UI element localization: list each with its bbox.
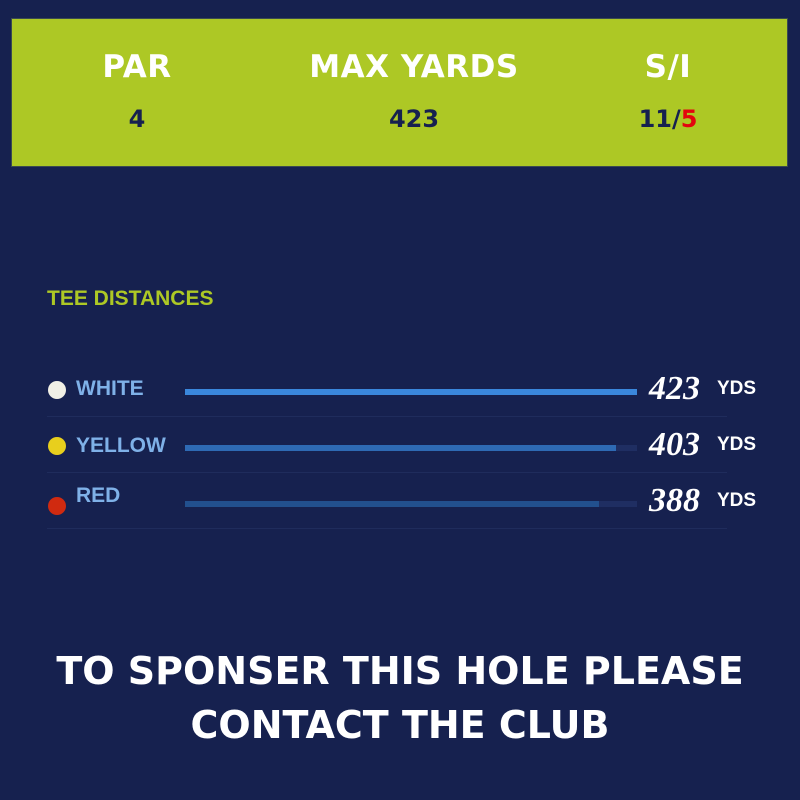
tee-distance: 423 [649, 370, 700, 407]
distance-bar-fill [185, 445, 616, 451]
hole-info-panel: PAR 4 MAX YARDS 423 S/I 11/5 [11, 18, 788, 167]
tee-row-red: RED 388 YDS [47, 472, 756, 529]
tee-distance: 388 [649, 482, 700, 519]
sponsor-line-2: CONTACT THE CLUB [190, 703, 610, 747]
distance-bar-track [185, 501, 637, 507]
tee-name: WHITE [76, 377, 144, 400]
tee-distance: 403 [649, 426, 700, 463]
tee-distances-title: TEE DISTANCES [47, 287, 214, 310]
tee-color-dot [48, 437, 66, 455]
tee-name: RED [76, 484, 121, 507]
tee-color-dot [48, 381, 66, 399]
stroke-index-secondary: 5 [680, 105, 698, 133]
tee-color-dot [48, 497, 66, 515]
distance-unit: YDS [717, 434, 757, 455]
max-yards-label: MAX YARDS [309, 49, 519, 85]
sponsor-message: TO SPONSER THIS HOLE PLEASE CONTACT THE … [0, 644, 800, 752]
stroke-index-primary: 11/ [638, 105, 681, 133]
distance-unit: YDS [717, 378, 757, 399]
max-yards-value: 423 [388, 105, 440, 133]
stroke-index-label: S/I [644, 49, 692, 85]
par-value: 4 [128, 105, 146, 133]
stroke-index-value: 11/5 [538, 105, 798, 133]
par-label: PAR [102, 49, 172, 85]
tee-name: YELLOW [76, 434, 166, 457]
tee-row-yellow: YELLOW 403 YDS [47, 416, 756, 473]
tee-row-white: WHITE 423 YDS [47, 360, 756, 417]
distance-unit: YDS [717, 490, 757, 511]
distance-bar-track [185, 445, 637, 451]
distance-bar-fill [185, 389, 637, 395]
distance-bar-fill [185, 501, 600, 507]
sponsor-line-1: TO SPONSER THIS HOLE PLEASE [56, 649, 744, 693]
distance-bar-track [185, 389, 637, 395]
